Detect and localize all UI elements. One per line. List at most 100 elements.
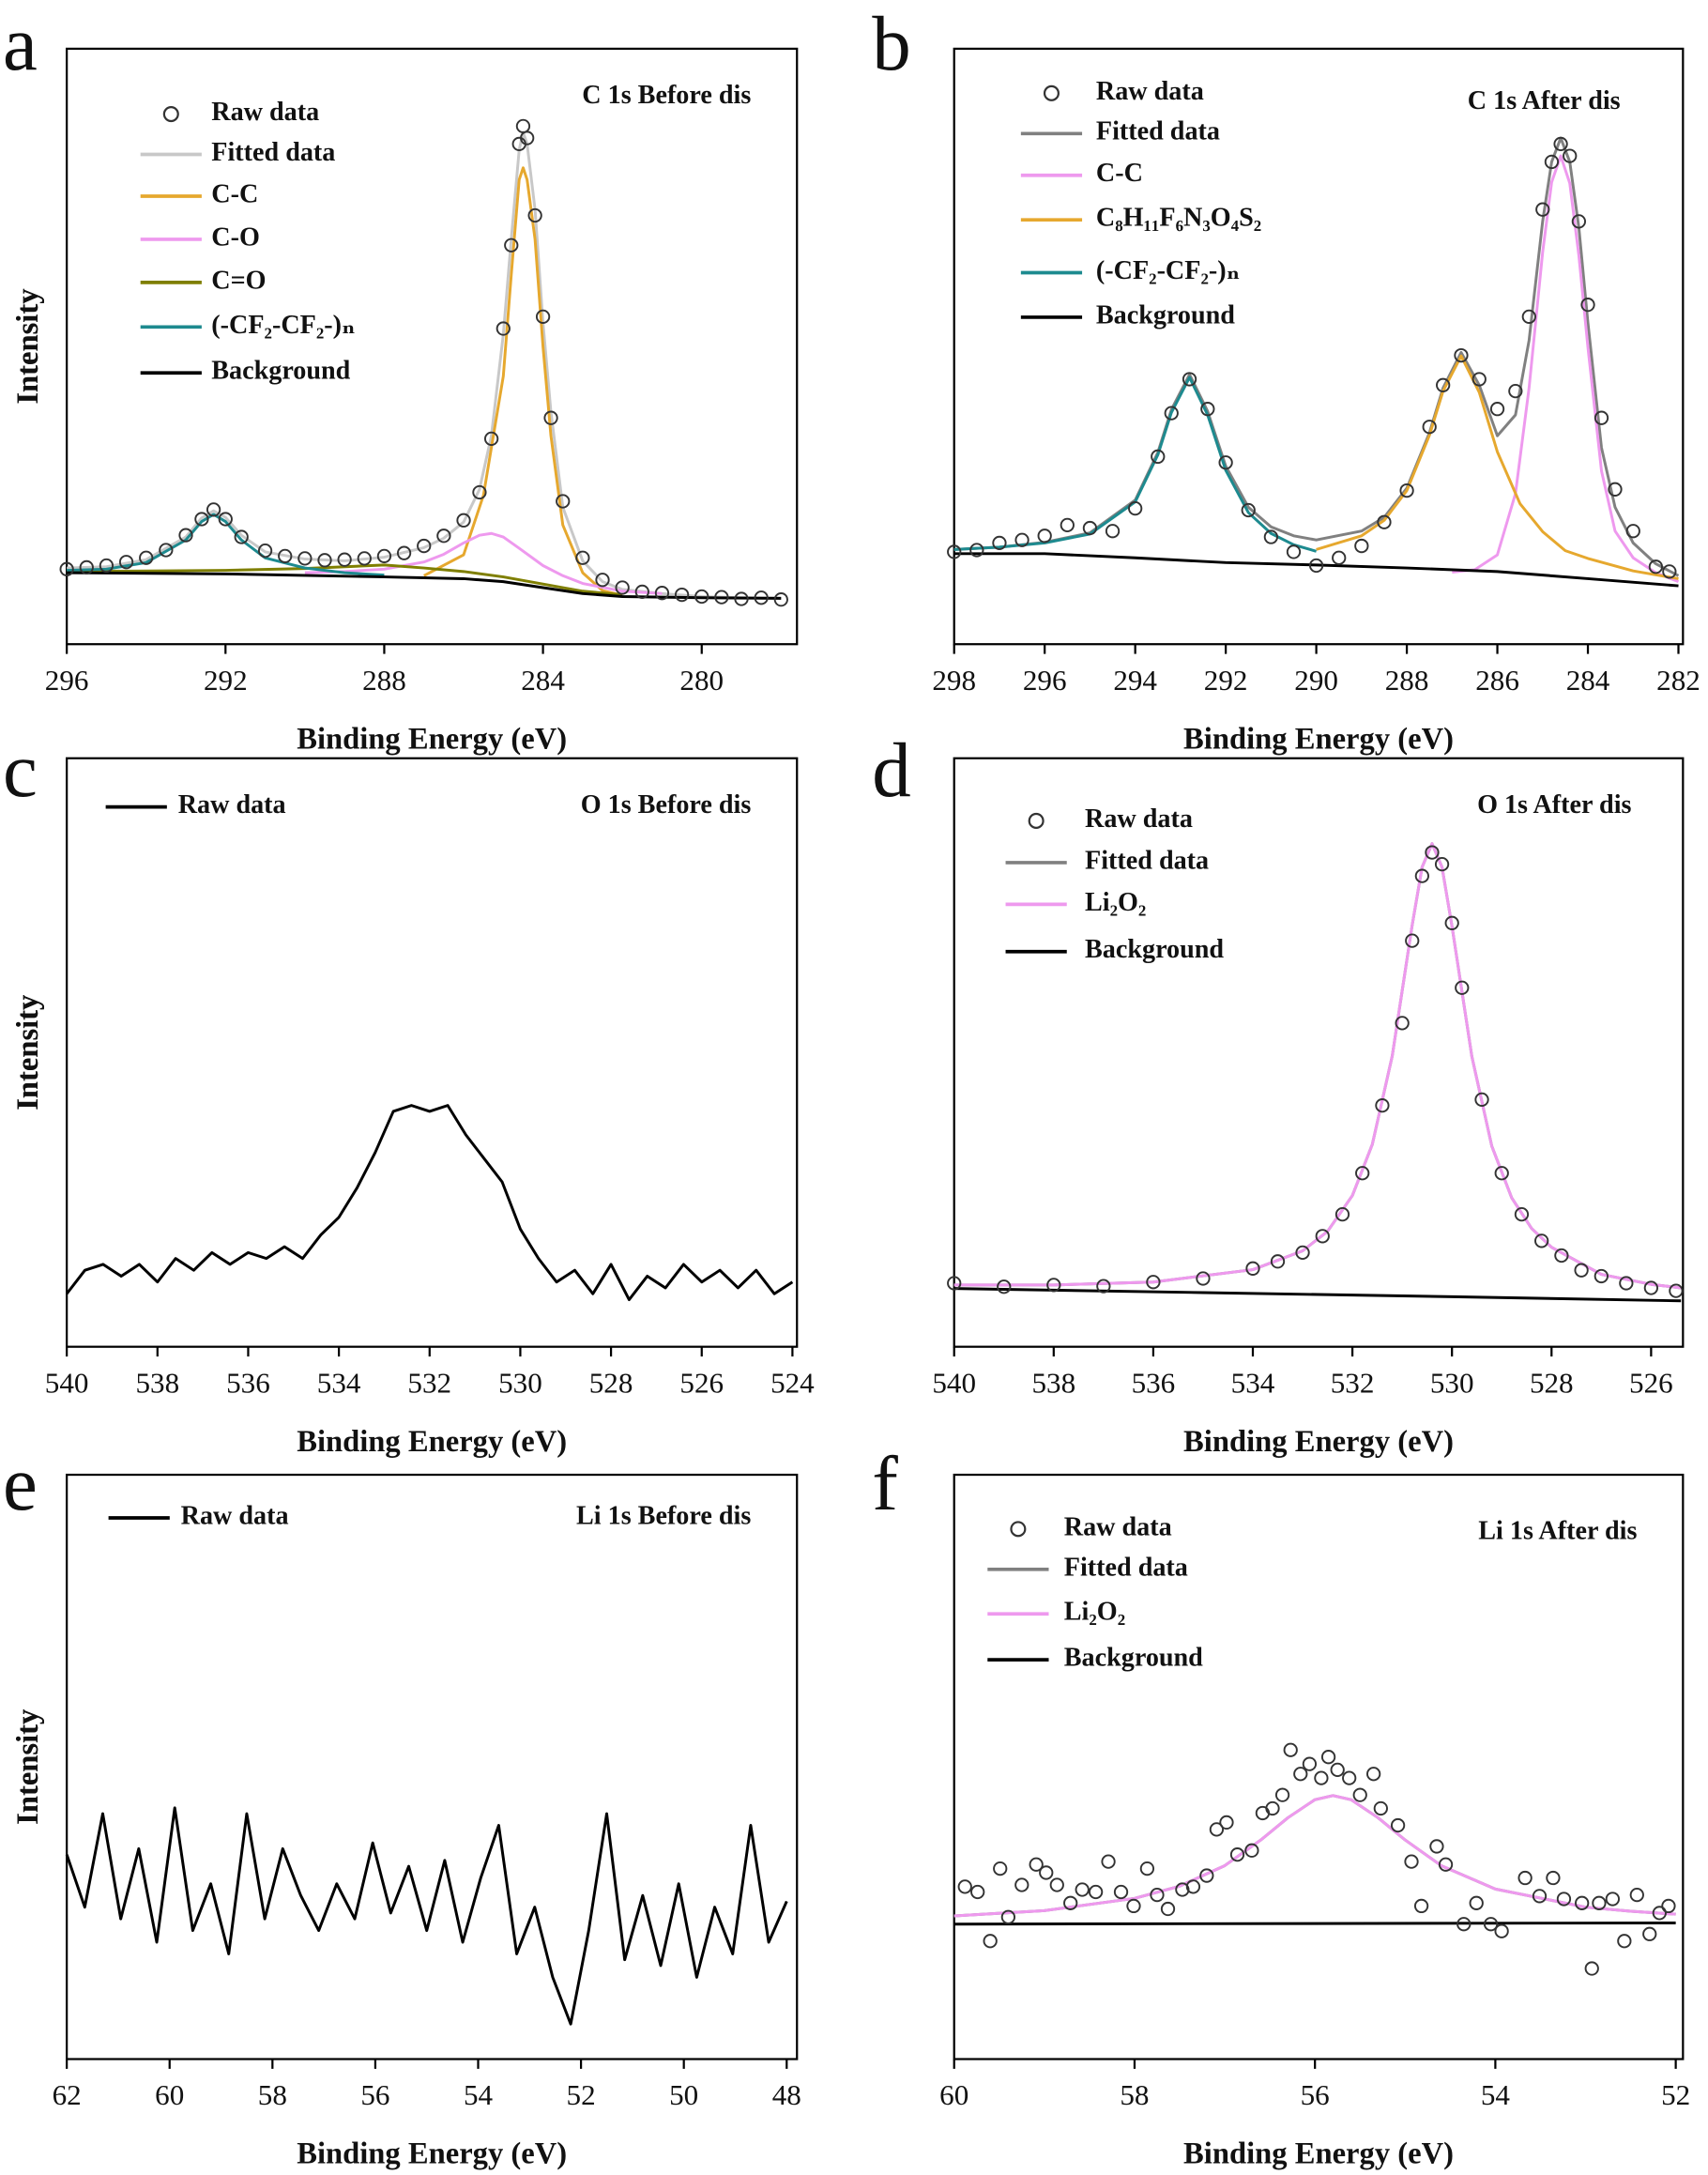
legend-label: Raw data [211, 98, 319, 127]
data-point [1489, 402, 1505, 417]
data-point [1571, 214, 1587, 229]
data-point [1082, 520, 1098, 536]
data-point [1151, 449, 1166, 465]
x-tick-label: 530 [1430, 1366, 1474, 1399]
data-point [1245, 1261, 1260, 1276]
data-point [1580, 298, 1595, 313]
data-point [1608, 482, 1623, 497]
data-point [1014, 532, 1029, 547]
data-point [1377, 514, 1392, 529]
y-axis-title: Intensity [11, 1709, 45, 1825]
annotation: C 1s Before dis [582, 81, 751, 110]
data-point [79, 559, 94, 575]
data-point [357, 551, 372, 566]
data-point [472, 484, 487, 500]
data-point [1544, 154, 1560, 170]
data-point [1553, 136, 1568, 152]
x-tick-label: 62 [53, 2078, 82, 2111]
data-point [1494, 1923, 1509, 1938]
data-point [1330, 1762, 1345, 1778]
x-tick-label: 288 [362, 664, 406, 697]
data-point [1395, 1016, 1410, 1031]
series-line [953, 1794, 1676, 1918]
x-tick-label: 58 [258, 2078, 287, 2111]
annotation: C 1s After dis [1468, 86, 1621, 115]
plot-frame [953, 47, 1685, 646]
x-tick-label: 532 [1331, 1366, 1375, 1399]
data-point [595, 573, 610, 588]
x-tick-label: 290 [1294, 664, 1338, 697]
data-point [1105, 524, 1121, 539]
data-point [1295, 1245, 1310, 1261]
data-point [483, 431, 499, 447]
y-axis-title: Intensity [11, 995, 45, 1110]
x-tick-label: 292 [1204, 664, 1248, 697]
data-point [1508, 384, 1523, 399]
data-point [1244, 1843, 1259, 1858]
data-point [1139, 1861, 1155, 1876]
x-tick-label: 532 [407, 1366, 451, 1399]
panel-letter: f [872, 1440, 898, 1526]
data-point [1354, 538, 1369, 554]
data-point [1592, 1895, 1607, 1910]
series-line [67, 563, 623, 597]
data-point [654, 586, 670, 601]
data-point [1456, 1917, 1472, 1932]
data-point [1219, 1815, 1234, 1830]
data-point [118, 555, 134, 570]
data-point [1594, 410, 1609, 425]
data-point [1342, 1770, 1357, 1785]
legend-label: Background [1096, 300, 1235, 329]
data-point [527, 207, 542, 223]
data-point [1546, 1870, 1561, 1886]
data-point [714, 590, 729, 605]
x-tick-label: 538 [1031, 1366, 1075, 1399]
data-point [504, 237, 519, 253]
data-point [1160, 1901, 1176, 1917]
x-tick-label: 524 [770, 1366, 815, 1399]
legend-marker [1043, 84, 1060, 101]
x-tick-label: 526 [679, 1366, 724, 1399]
plot-frame [66, 757, 799, 1348]
data-point [1366, 1767, 1381, 1782]
data-point [1014, 1877, 1029, 1892]
data-point [1096, 1279, 1111, 1294]
legend-label: Raw data [178, 790, 286, 819]
data-point [1039, 1865, 1054, 1880]
data-point [1494, 1166, 1509, 1181]
y-axis-title: Intensity [11, 995, 45, 1110]
plot-frame [953, 757, 1685, 1348]
data-point [1029, 1857, 1044, 1872]
data-point [1113, 1884, 1129, 1900]
data-point [1375, 1098, 1390, 1113]
annotation: O 1s After dis [1477, 790, 1631, 819]
x-tick-label: 534 [1231, 1366, 1275, 1399]
data-point [1534, 1233, 1549, 1248]
data-point [1574, 1263, 1589, 1278]
data-point [1405, 933, 1420, 948]
data-point [1308, 558, 1324, 574]
y-axis-title: Intensity [11, 1709, 45, 1825]
panel: 298 296 294 292 290 288 286 284 282 Binding Energ… [11, 0, 1700, 756]
data-point [1438, 1857, 1454, 1872]
x-tick-label: 48 [772, 2078, 801, 2111]
legend-label: Raw data [1085, 804, 1193, 834]
data-point [1563, 148, 1578, 163]
data-point [376, 548, 392, 563]
data-point [1584, 1961, 1599, 1976]
data-point [1283, 1742, 1298, 1757]
legend-label: C-O [211, 222, 260, 252]
annotation: O 1s Before dis [581, 790, 752, 819]
x-tick-label: 282 [1656, 664, 1700, 697]
data-point [1556, 1892, 1572, 1907]
data-point [317, 553, 332, 568]
data-point [1164, 406, 1179, 421]
data-point [1652, 1906, 1667, 1921]
x-tick-label: 58 [1120, 2078, 1149, 2111]
data-point [575, 550, 590, 565]
x-tick-label: 52 [1661, 2078, 1690, 2111]
series-line [953, 1921, 1676, 1926]
data-point [1535, 202, 1550, 217]
data-point [139, 550, 154, 565]
